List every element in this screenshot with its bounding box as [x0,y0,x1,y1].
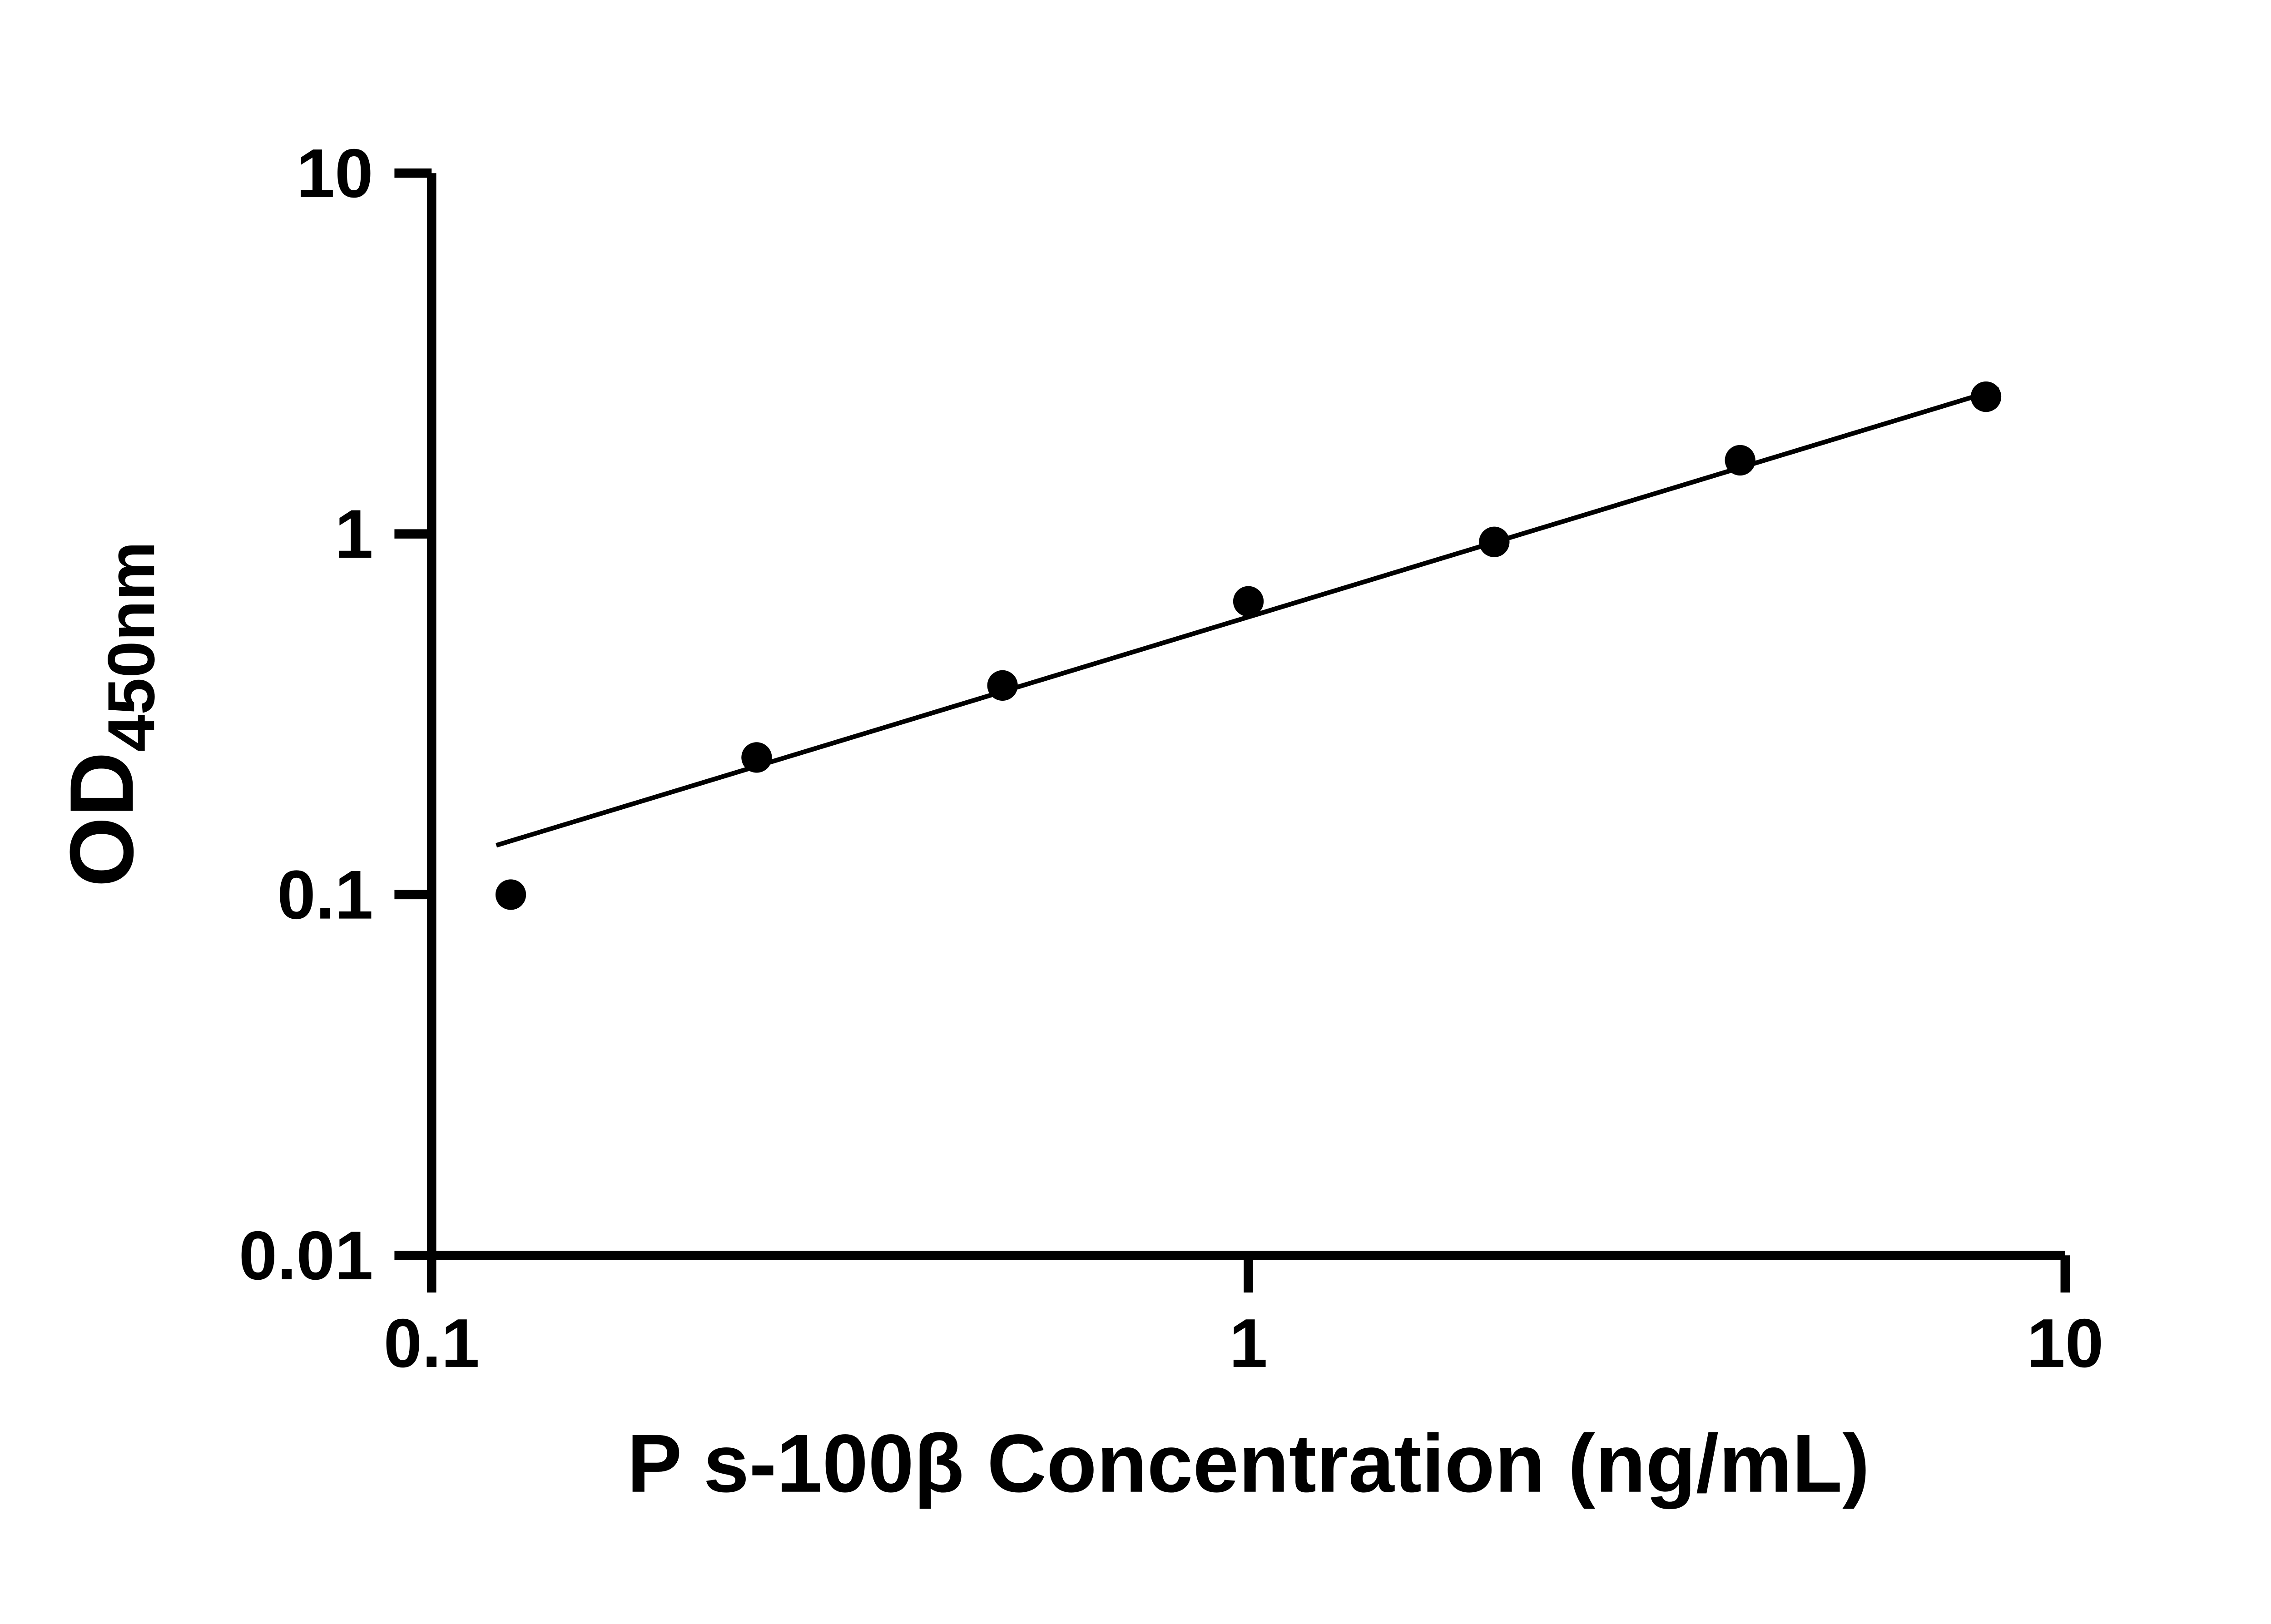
data-point [1725,445,1755,476]
y-axis-label-main: OD [51,752,152,887]
fit-line [496,387,2000,848]
x-tick-label: 0.1 [384,1305,480,1382]
y-axis-label: OD450nm [51,541,168,887]
data-point [1479,526,1510,558]
y-tick-label: 0.1 [277,857,373,934]
data-point [741,742,772,773]
x-axis-label: P s-100β Concentration (ng/mL) [627,1418,1870,1510]
data-point [1970,381,2002,412]
data-point [495,879,526,910]
data-point [987,670,1018,701]
y-tick-label: 10 [297,135,373,212]
y-tick-label: 1 [335,496,373,573]
y-tick-label: 0.01 [239,1217,373,1294]
x-tick-label: 10 [2027,1305,2103,1382]
x-tick-label: 1 [1229,1305,1268,1382]
data-point [1233,586,1264,617]
elisa-standard-curve-figure: 0.1 1 10 0.01 0.1 1 10 P s-100β Concentration (… [0,20,2271,1604]
y-axis-label-sub: 450nm [94,541,168,752]
axis-lines [427,173,2065,1260]
